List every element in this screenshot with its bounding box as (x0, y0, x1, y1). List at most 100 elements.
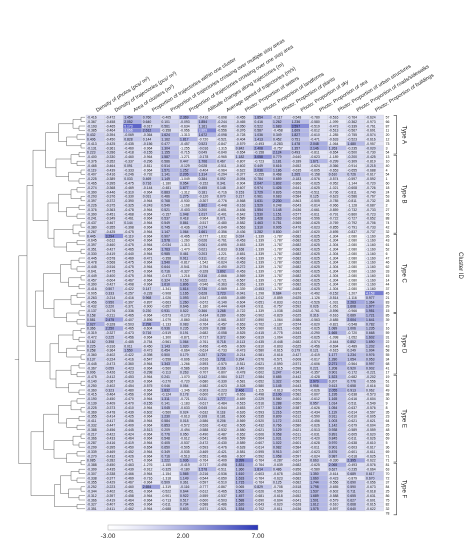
cell-value: -0.435 (106, 468, 116, 472)
cell-value: -0.426 (106, 371, 116, 375)
cell-value: -0.316 (106, 344, 116, 348)
cell-value: -0.453 (236, 270, 246, 274)
row-id-label: 39 (386, 318, 390, 322)
cell-value: -0.432 (217, 424, 227, 428)
cell-value: -0.571 (292, 362, 302, 366)
cell-value: -0.296 (143, 160, 153, 164)
cell-value: -0.964 (143, 498, 153, 502)
cell-value: 0.603 (180, 507, 189, 511)
cell-value: 0.905 (273, 226, 282, 230)
cell-value: -0.673 (366, 485, 376, 489)
row-id-label: 51 (386, 380, 390, 384)
cell-value: -0.419 (124, 441, 134, 445)
cell-value: 0.220 (106, 305, 115, 309)
cell-value: -0.681 (254, 494, 264, 498)
cell-value: -0.415 (254, 331, 264, 335)
cell-value: -0.404 (199, 168, 209, 172)
cell-value: -0.211 (106, 314, 115, 318)
cell-value: -0.464 (106, 393, 116, 397)
cell-value: -0.612 (106, 239, 116, 243)
cell-value: -0.521 (217, 507, 227, 511)
cell-value: -0.642 (236, 212, 246, 216)
cell-value: -0.602 (143, 410, 153, 414)
cell-value: -1.021 (329, 186, 339, 190)
cell-value: -0.636 (292, 507, 302, 511)
cell-value: -1.160 (366, 256, 376, 260)
cell-value: -1.319 (161, 485, 171, 489)
dendrogram-branch (76, 424, 85, 430)
cell-value: -0.657 (292, 230, 302, 234)
cell-value: -0.601 (347, 450, 357, 454)
cell-value: -1.189 (329, 155, 339, 159)
cell-value: 2.271 (329, 362, 338, 366)
cell-value: -0.434 (199, 314, 209, 318)
color-legend: -3.00 2.00 7.00 (101, 524, 265, 540)
cell-value: 2.475 (106, 318, 115, 322)
cell-value: -0.964 (143, 190, 153, 194)
cell-value: -0.388 (87, 428, 97, 432)
cell-value: -0.330 (106, 155, 116, 159)
cell-value: -0.682 (199, 331, 209, 335)
cell-value: -0.469 (124, 476, 134, 480)
cell-value: -0.461 (124, 217, 134, 221)
cell-value: -0.621 (366, 419, 376, 423)
row-id-label: 35 (386, 410, 390, 414)
cell-value: 2.230 (273, 199, 282, 203)
cell-value: -0.621 (254, 362, 264, 366)
cell-value: -0.707 (199, 371, 209, 375)
dendrogram-branch (78, 363, 85, 369)
cell-value: -0.653 (236, 406, 246, 410)
cell-value: -0.286 (106, 151, 116, 155)
cell-value: -0.394 (106, 133, 116, 137)
cell-value: -0.682 (292, 248, 302, 252)
cell-value: -0.661 (310, 208, 320, 212)
cell-value: -0.625 (366, 454, 376, 458)
dendrogram-branch (70, 295, 81, 305)
cell-value: -0.803 (273, 344, 283, 348)
cell-value: -0.460 (106, 243, 116, 247)
row-id-label: 37 (386, 481, 390, 485)
cell-value: -0.144 (143, 186, 153, 190)
cell-value: 1.129 (273, 428, 282, 432)
cell-value: -0.579 (329, 498, 339, 502)
cell-value: -0.616 (329, 314, 339, 318)
cell-value: -0.113 (161, 371, 170, 375)
cell-value: -0.634 (199, 318, 209, 322)
cell-value: -0.399 (87, 468, 97, 472)
cell-value: -0.436 (180, 226, 190, 230)
cell-value: 0.316 (199, 274, 208, 278)
cell-value: 2.048 (310, 142, 319, 146)
cell-value: -0.616 (273, 353, 283, 357)
cell-value: -0.465 (217, 490, 227, 494)
cell-value: -0.615 (273, 366, 283, 370)
dendrogram-branch (30, 431, 55, 496)
row-id-label: 48 (386, 428, 390, 432)
row-id-label: 32 (386, 507, 390, 511)
legend-colorbar (107, 524, 259, 531)
cell-value: 1.936 (180, 459, 189, 463)
cell-value: -0.593 (254, 410, 264, 414)
cell-value: -0.580 (254, 384, 264, 388)
cell-value: -0.577 (292, 212, 302, 216)
cell-value: -0.563 (236, 226, 246, 230)
cell-value: -0.516 (329, 116, 339, 120)
cell-value: 1.222 (161, 459, 170, 463)
cell-value: -0.505 (310, 199, 320, 203)
cell-value: -1.304 (329, 261, 339, 265)
cell-value: 0.366 (199, 309, 208, 313)
cell-value: 0.174 (199, 226, 208, 230)
cell-value: -0.792 (347, 221, 357, 225)
cell-value: -0.422 (124, 287, 134, 291)
cell-value: -0.586 (347, 195, 357, 199)
cell-value: 0.663 (310, 459, 319, 463)
column-label: Photo: Proportion of urban structures (337, 63, 413, 113)
cell-value: 1.831 (236, 463, 245, 467)
cell-value: 1.314 (199, 173, 208, 177)
cell-value: 0.341 (217, 182, 226, 186)
cell-value: -0.580 (254, 349, 264, 353)
cell-value: 0.121 (310, 349, 319, 353)
cell-value: -0.606 (236, 415, 246, 419)
cell-value: -0.607 (254, 441, 264, 445)
cell-value: 0.650 (161, 446, 170, 450)
cell-value: -0.682 (292, 234, 302, 238)
